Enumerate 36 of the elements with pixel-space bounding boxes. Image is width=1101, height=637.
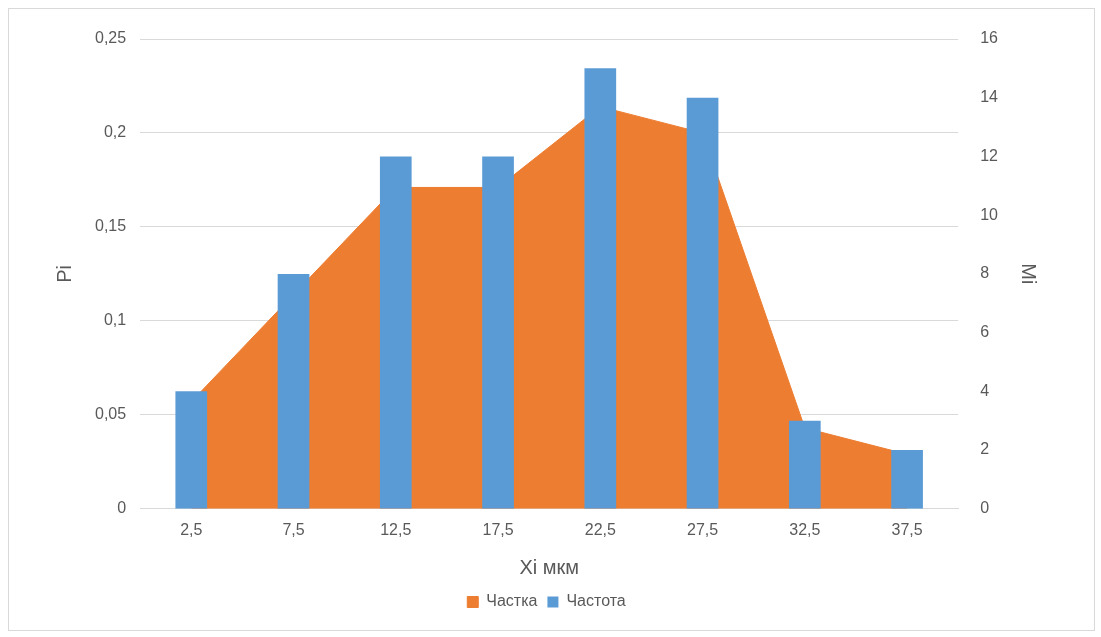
- x-tick-label: 37,5: [891, 520, 923, 538]
- bar: [379, 156, 412, 509]
- y2-tick-label: 14: [980, 88, 999, 106]
- y2-tick-label: 8: [980, 264, 990, 282]
- y-tick-label: 0,05: [95, 405, 127, 423]
- bar: [788, 420, 821, 509]
- y-axis-title: Pi: [52, 265, 75, 283]
- x-tick-label: 22,5: [584, 520, 616, 538]
- x-tick-label: 17,5: [482, 520, 514, 538]
- legend-label: Частота: [566, 592, 626, 610]
- y-tick-label: 0: [117, 499, 127, 517]
- bar: [482, 156, 514, 509]
- bar: [686, 97, 719, 509]
- bar: [584, 68, 617, 509]
- y2-tick-label: 12: [980, 146, 999, 164]
- legend-label: Частка: [486, 592, 538, 610]
- y-tick-label: 0,15: [95, 217, 127, 235]
- x-tick-label: 32,5: [789, 520, 821, 538]
- bar: [175, 391, 208, 509]
- y2-axis-title: Mi: [1018, 263, 1041, 285]
- bar: [891, 450, 923, 509]
- x-tick-label: 27,5: [686, 520, 719, 538]
- y2-tick-label: 16: [980, 29, 999, 47]
- y-tick-label: 0,2: [103, 123, 127, 141]
- x-tick-label: 7,5: [282, 520, 305, 538]
- bar: [277, 273, 310, 509]
- y2-tick-label: 4: [980, 381, 990, 399]
- y-tick-label: 0,1: [103, 311, 127, 329]
- y2-tick-label: 2: [980, 440, 990, 458]
- y2-tick-label: 10: [980, 205, 999, 223]
- x-tick-label: 12,5: [380, 520, 412, 538]
- y2-tick-label: 6: [980, 323, 990, 341]
- x-axis-title: Xi мкм: [519, 555, 579, 578]
- x-tick-label: 2,5: [180, 520, 203, 538]
- y2-tick-label: 0: [980, 499, 990, 517]
- y-tick-label: 0,25: [95, 29, 127, 47]
